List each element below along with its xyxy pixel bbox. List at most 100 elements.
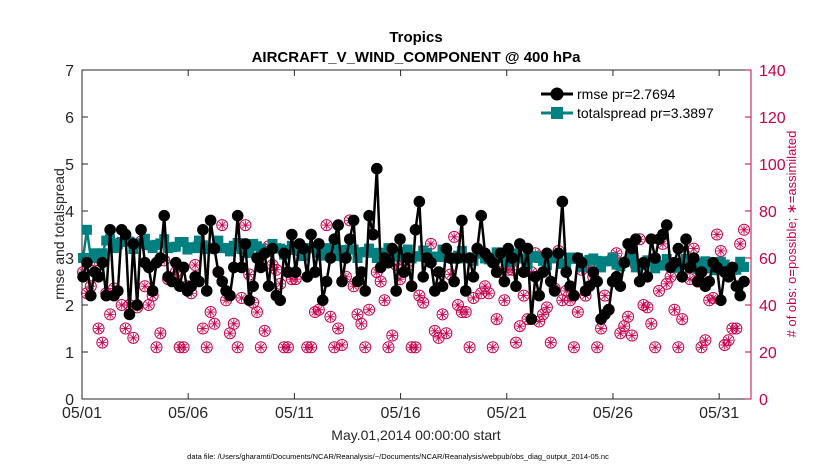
rmse-point <box>726 261 739 274</box>
rmse-point <box>413 195 426 208</box>
obs-assimilated-stroke <box>477 289 485 297</box>
obs-assimilated-stroke <box>315 306 323 314</box>
obs-assimilated-stroke <box>543 303 551 311</box>
rmse-point <box>637 256 650 269</box>
rmse-point <box>328 233 341 245</box>
rmse-point <box>367 228 379 241</box>
obs-assimilated-point <box>677 314 687 324</box>
rmse-point <box>610 271 623 283</box>
obs-assimilated-point <box>260 326 270 336</box>
rmse-point <box>475 209 487 222</box>
obs-assimilated-stroke <box>122 324 130 333</box>
rmse-point <box>77 271 89 283</box>
obs-possible-point <box>714 244 727 257</box>
obs-possible-point <box>436 308 449 321</box>
obs-assimilated-point <box>619 321 629 331</box>
obs-possible-point <box>382 341 395 354</box>
obs-assimilated-stroke <box>284 343 292 351</box>
rmse-point <box>459 285 472 297</box>
obs-assimilated-point <box>225 328 235 338</box>
obs-possible-point <box>324 310 337 323</box>
legend-spread-label: totalspread pr=3.3897 <box>577 105 714 121</box>
obs-assimilated-stroke <box>512 339 520 347</box>
obs-assimilated-point <box>712 230 722 239</box>
obs-possible-point <box>216 219 229 232</box>
rmse-point <box>486 256 499 269</box>
rmse-point <box>146 285 159 297</box>
obs-possible-point <box>703 294 716 307</box>
obs-possible-point <box>591 341 604 354</box>
rmse-point <box>533 289 545 302</box>
rmse-point <box>394 233 406 245</box>
obs-assimilated-stroke <box>539 310 547 318</box>
rmse-point <box>467 271 480 283</box>
obs-possible-point <box>567 341 580 354</box>
obs-possible-point <box>417 296 430 309</box>
rmse-point <box>204 214 217 227</box>
obs-assimilated-stroke <box>601 292 609 300</box>
obs-assimilated-point <box>623 312 633 322</box>
obs-assimilated-stroke <box>640 301 648 309</box>
rmse-point <box>417 271 430 283</box>
rmse-point <box>510 280 522 293</box>
obs-assimilated-point <box>689 244 699 254</box>
obs-possible-point <box>479 280 492 293</box>
totalspread-point <box>178 237 189 248</box>
rmse-point <box>498 275 511 288</box>
obs-assimilated-stroke <box>725 336 733 344</box>
totalspread-point <box>367 247 378 258</box>
obs-assimilated-stroke <box>558 296 566 304</box>
obs-assimilated-point <box>209 319 219 329</box>
obs-possible-point <box>625 329 638 342</box>
rmse-point <box>703 275 716 288</box>
obs-assimilated-point <box>646 319 656 329</box>
obs-assimilated-stroke <box>574 308 582 316</box>
totalspread-point <box>626 253 637 263</box>
obs-possible-point <box>413 289 426 302</box>
obs-assimilated-point <box>700 335 710 345</box>
obs-possible-point <box>227 317 240 330</box>
obs-assimilated-point <box>356 319 366 329</box>
rmse-point <box>231 209 244 222</box>
totalspread-point <box>224 246 235 257</box>
obs-assimilated-stroke <box>585 263 593 271</box>
rmse-point <box>200 285 213 297</box>
obs-assimilated-point <box>476 288 486 298</box>
rmse-point <box>347 214 360 227</box>
y-tick-label: 4 <box>65 204 74 221</box>
obs-assimilated-stroke <box>334 324 342 333</box>
rmse-point <box>363 209 375 222</box>
rmse-point <box>440 242 453 255</box>
obs-assimilated-stroke <box>199 324 207 333</box>
obs-assimilated-point <box>499 295 509 305</box>
rmse-point <box>548 285 561 297</box>
rmse-point <box>324 252 337 264</box>
rmse-point <box>436 280 449 293</box>
obs-possible-point <box>699 334 712 347</box>
rmse-point <box>123 308 136 321</box>
obs-assimilated-point <box>465 342 475 352</box>
x-tick-label: 05/31 <box>699 405 739 422</box>
rmse-point <box>614 280 627 293</box>
obs-possible-point <box>722 334 735 347</box>
obs-assimilated-stroke <box>516 322 524 330</box>
obs-possible-point <box>672 341 685 354</box>
y-tick-label: 5 <box>65 157 74 174</box>
rmse-point <box>235 261 248 274</box>
y2-tick-label: 100 <box>759 157 786 174</box>
rmse-point <box>131 299 143 311</box>
y2-tick-label: 20 <box>759 345 777 362</box>
rmse-point <box>560 266 573 278</box>
obs-assimilated-stroke <box>431 327 439 335</box>
obs-assimilated-point <box>256 342 266 352</box>
obs-assimilated-point <box>94 324 104 333</box>
rmse-point <box>309 266 321 278</box>
y2-tick-label: 80 <box>759 204 777 221</box>
obs-assimilated-point <box>360 342 370 352</box>
rmse-point <box>602 303 615 316</box>
obs-assimilated-stroke <box>203 343 211 351</box>
totalspread-point <box>518 253 529 264</box>
obs-assimilated-stroke <box>141 282 149 290</box>
totalspread-point <box>510 248 521 259</box>
obs-possible-point <box>734 237 747 250</box>
